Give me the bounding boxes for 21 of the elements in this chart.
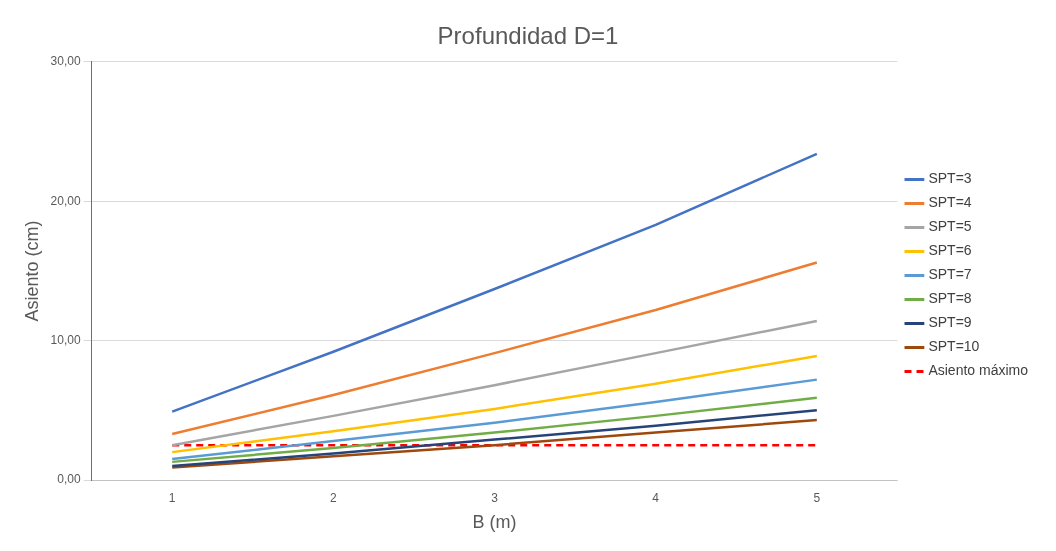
x-tick-label: 5 bbox=[813, 490, 821, 505]
legend-label: SPT=3 bbox=[928, 170, 972, 187]
x-tick-label: 1 bbox=[168, 490, 176, 505]
y-tick-label: 20,00 bbox=[50, 193, 81, 208]
legend-label: SPT=9 bbox=[928, 314, 972, 331]
legend-label: SPT=5 bbox=[928, 218, 972, 235]
chart-title: Profundidad D=1 bbox=[437, 22, 619, 50]
x-tick-label: 2 bbox=[330, 490, 338, 505]
legend-label: SPT=10 bbox=[928, 338, 980, 355]
x-tick-label: 4 bbox=[652, 490, 660, 505]
x-tick-label: 3 bbox=[491, 490, 499, 505]
legend-label: SPT=6 bbox=[928, 242, 972, 259]
legend-label: Asiento máximo bbox=[928, 362, 1029, 379]
legend-label: SPT=7 bbox=[928, 266, 972, 283]
legend-label: SPT=4 bbox=[928, 194, 972, 211]
y-axis-title: Asiento (cm) bbox=[21, 220, 42, 322]
legend-label: SPT=8 bbox=[928, 290, 972, 307]
y-tick-label: 10,00 bbox=[50, 332, 81, 347]
y-tick-label: 0,00 bbox=[57, 472, 81, 487]
x-axis-title: B (m) bbox=[472, 512, 517, 533]
y-tick-label: 30,00 bbox=[50, 54, 81, 69]
